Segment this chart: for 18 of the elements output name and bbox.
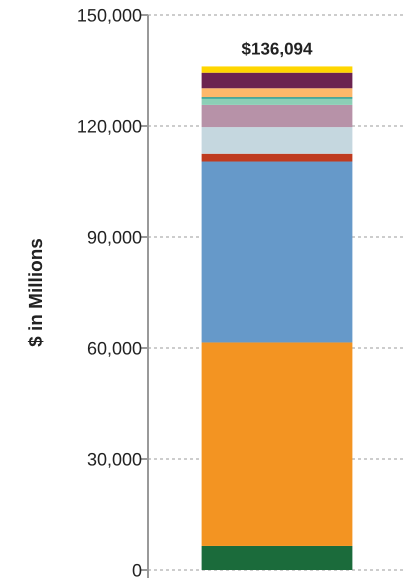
y-tick-label: 150,000 <box>76 5 142 26</box>
bar <box>202 66 352 73</box>
y-tick-label: 0 <box>132 560 142 580</box>
total-label: $136,094 <box>242 39 313 58</box>
bar <box>202 104 352 128</box>
y-tick-label: 120,000 <box>76 116 142 136</box>
bar <box>202 162 352 342</box>
bar <box>202 546 352 570</box>
bar <box>202 72 352 88</box>
bar <box>202 98 352 105</box>
bar <box>202 88 352 98</box>
bar <box>202 154 352 162</box>
bar <box>202 342 352 546</box>
y-tick-label: 90,000 <box>86 227 142 248</box>
y-tick-label: 60,000 <box>86 338 142 358</box>
y-tick-label: 30,000 <box>86 449 142 470</box>
y-axis-title: $ in Millions <box>26 238 47 347</box>
bar <box>202 127 352 154</box>
